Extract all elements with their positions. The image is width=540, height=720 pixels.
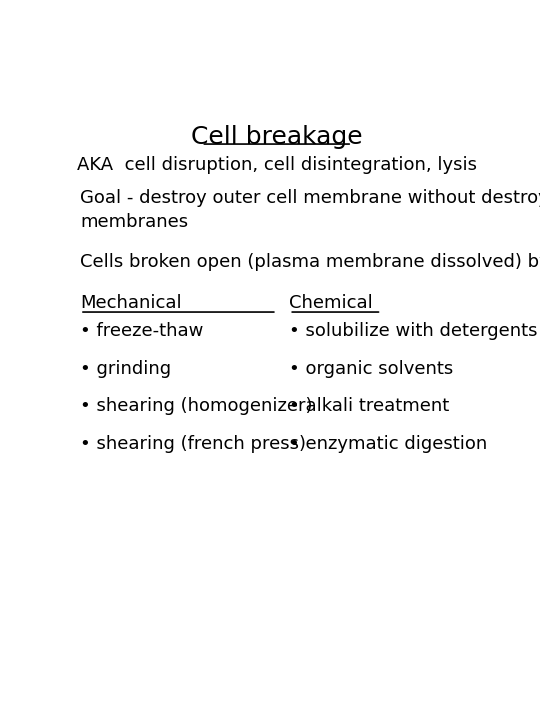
Text: AKA  cell disruption, cell disintegration, lysis: AKA cell disruption, cell disintegration… bbox=[77, 156, 477, 174]
Text: Mechanical: Mechanical bbox=[80, 294, 181, 312]
Text: Cells broken open (plasma membrane dissolved) by:: Cells broken open (plasma membrane disso… bbox=[80, 253, 540, 271]
Text: Cell breakage: Cell breakage bbox=[191, 125, 362, 149]
Text: • shearing (french press): • shearing (french press) bbox=[80, 435, 306, 453]
Text: • grinding: • grinding bbox=[80, 360, 171, 378]
Text: Goal - destroy outer cell membrane without destroying organelle
membranes: Goal - destroy outer cell membrane witho… bbox=[80, 189, 540, 230]
Text: • enzymatic digestion: • enzymatic digestion bbox=[289, 435, 488, 453]
Text: • alkali treatment: • alkali treatment bbox=[289, 397, 450, 415]
Text: • solubilize with detergents: • solubilize with detergents bbox=[289, 322, 538, 340]
Text: • freeze-thaw: • freeze-thaw bbox=[80, 322, 204, 340]
Text: Chemical: Chemical bbox=[289, 294, 373, 312]
Text: • organic solvents: • organic solvents bbox=[289, 360, 454, 378]
Text: • shearing (homogenizer): • shearing (homogenizer) bbox=[80, 397, 313, 415]
